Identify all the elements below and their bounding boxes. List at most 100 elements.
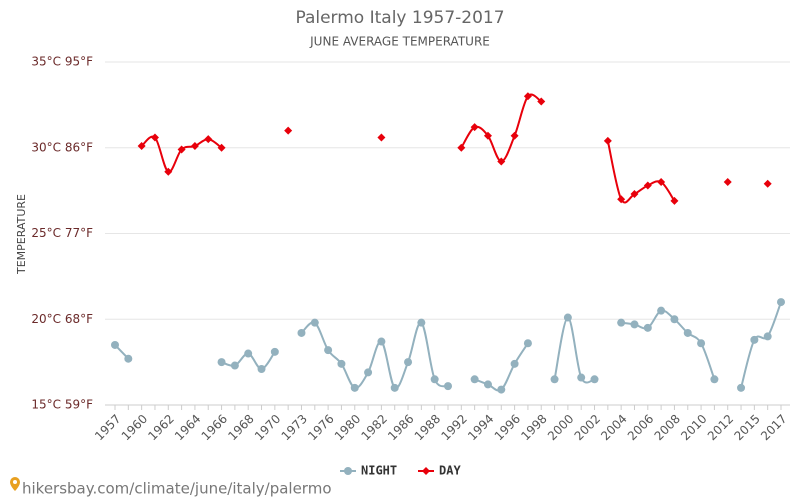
point	[270, 347, 279, 356]
y-tick-label: 35°C 95°F	[31, 55, 93, 69]
point	[164, 167, 173, 176]
point	[497, 385, 506, 394]
point	[537, 97, 546, 106]
point	[670, 315, 679, 324]
point	[750, 335, 759, 344]
point	[444, 382, 452, 391]
legend-item: NIGHT	[340, 464, 397, 478]
point	[630, 320, 639, 329]
point	[617, 195, 626, 204]
point	[230, 361, 239, 370]
point	[577, 373, 586, 382]
series-line	[553, 316, 595, 384]
point	[497, 157, 506, 166]
point	[124, 354, 133, 363]
series-line	[740, 301, 782, 389]
series-line	[606, 140, 676, 204]
x-tick-label: 1976	[305, 412, 336, 443]
point	[111, 340, 119, 349]
point	[377, 133, 386, 142]
point	[337, 359, 346, 368]
point	[510, 131, 519, 140]
point	[417, 318, 426, 327]
point	[523, 339, 532, 348]
point	[204, 135, 213, 144]
point	[643, 323, 652, 332]
point	[777, 298, 785, 307]
y-axis-label: TEMPERATURE	[15, 194, 28, 275]
x-tick-label: 1988	[412, 412, 443, 443]
point	[364, 368, 373, 377]
x-tick-label: 1992	[438, 412, 469, 443]
point	[617, 318, 626, 327]
x-tick-label: 2002	[572, 412, 603, 443]
x-tick-label: 1962	[145, 412, 176, 443]
x-tick-label: 1982	[358, 412, 389, 443]
y-tick-label: 20°C 68°F	[31, 312, 93, 326]
y-tick-label: 25°C 77°F	[31, 226, 93, 240]
y-tick-label: 30°C 86°F	[31, 140, 93, 154]
point	[737, 383, 746, 392]
x-tick-label: 1964	[172, 412, 203, 443]
x-tick-label: 1966	[199, 412, 230, 443]
x-tick-label: 1957	[92, 412, 123, 443]
point	[483, 131, 492, 140]
point	[523, 92, 532, 101]
y-tick-label: 15°C 59°F	[31, 398, 93, 412]
x-tick-label: 2015	[731, 412, 762, 443]
point	[657, 178, 666, 187]
point	[763, 332, 772, 341]
x-tick-label: 1994	[465, 412, 496, 443]
x-tick-label: 1970	[252, 412, 283, 443]
point	[310, 318, 319, 327]
point	[510, 359, 519, 368]
point	[483, 380, 492, 389]
x-tick-label: 1968	[225, 412, 256, 443]
x-tick-label: 1996	[492, 412, 523, 443]
point	[404, 358, 413, 367]
point	[697, 339, 706, 348]
point	[630, 190, 639, 199]
point	[150, 133, 159, 142]
source-link[interactable]: hikersbay.com/climate/june/italy/palermo	[22, 480, 332, 498]
point	[590, 375, 599, 384]
point	[350, 383, 359, 392]
x-tick-label: 1980	[332, 412, 363, 443]
x-tick-label: 2004	[598, 412, 629, 443]
x-tick-label: 1960	[119, 412, 150, 443]
point	[137, 142, 146, 151]
x-tick-label: 2017	[758, 412, 789, 443]
point	[244, 349, 253, 358]
point	[324, 346, 333, 355]
point	[643, 181, 652, 190]
point	[257, 364, 266, 373]
legend-marker	[422, 467, 430, 475]
source[interactable]: hikersbay.com/climate/june/italy/palermo	[10, 477, 332, 498]
x-tick-label: 1986	[385, 412, 416, 443]
point	[377, 337, 386, 346]
point	[670, 196, 679, 205]
point	[217, 358, 226, 367]
point	[710, 375, 719, 384]
x-tick-label: 2012	[705, 412, 736, 443]
point	[470, 123, 479, 132]
point	[297, 328, 306, 337]
legend-label: NIGHT	[361, 464, 397, 478]
x-tick-label: 2000	[545, 412, 576, 443]
series-line	[300, 321, 449, 390]
point	[563, 313, 572, 322]
point	[683, 328, 692, 337]
point	[723, 178, 732, 187]
x-tick-label: 1973	[279, 412, 310, 443]
point	[763, 179, 772, 188]
point	[190, 142, 199, 151]
x-tick-label: 2008	[652, 412, 683, 443]
point	[603, 136, 612, 145]
legend-label: DAY	[439, 464, 461, 478]
point	[390, 383, 399, 392]
point	[470, 375, 479, 384]
series-line	[474, 342, 529, 392]
chart-subtitle: JUNE AVERAGE TEMPERATURE	[309, 35, 490, 49]
point	[284, 126, 293, 135]
